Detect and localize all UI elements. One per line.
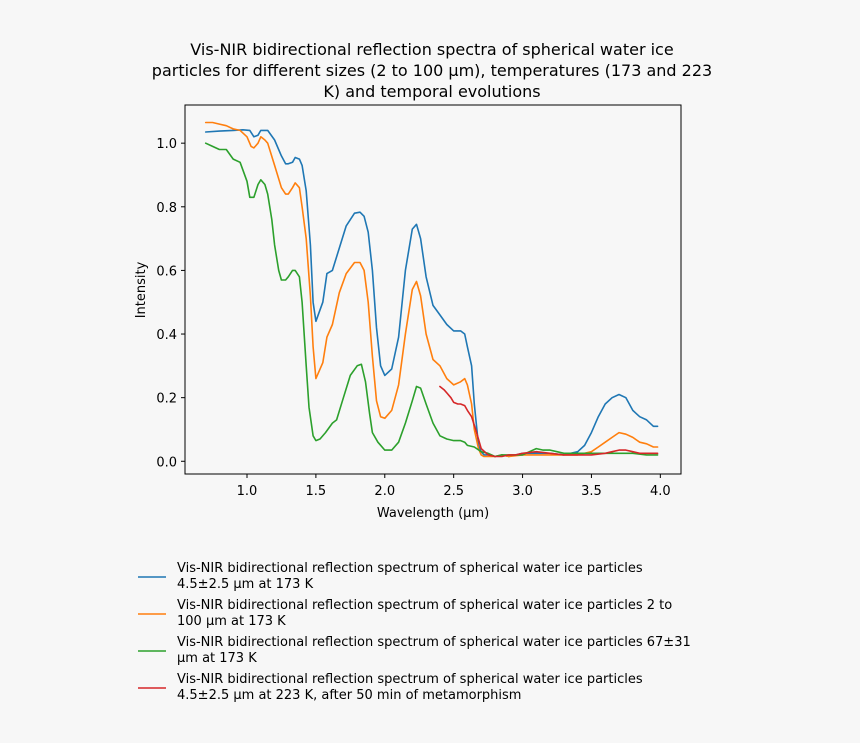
legend-text: Vis-NIR bidirectional reflection spectru… bbox=[177, 672, 643, 687]
plot-frame bbox=[184, 104, 682, 475]
y-tick-label: 0.8 bbox=[156, 201, 177, 216]
chart-title: Vis-NIR bidirectional reflection spectra… bbox=[152, 40, 712, 101]
x-axis-label: Wavelength (μm) bbox=[377, 506, 489, 521]
x-tick-label: 1.5 bbox=[306, 484, 327, 499]
legend-entry-2: Vis-NIR bidirectional reflection spectru… bbox=[138, 598, 672, 629]
legend-text: 4.5±2.5 µm at 223 K, after 50 min of met… bbox=[177, 688, 521, 703]
title-line-3: K) and temporal evolutions bbox=[323, 82, 540, 101]
x-tick-label: 3.5 bbox=[581, 484, 602, 499]
x-tick-label: 1.0 bbox=[237, 484, 258, 499]
legend-text: Vis-NIR bidirectional reflection spectru… bbox=[177, 635, 691, 650]
x-axis-ticks: 1.0 1.5 2.0 2.5 3.0 3.5 4.0 bbox=[237, 474, 671, 499]
legend-text: Vis-NIR bidirectional reflection spectru… bbox=[177, 598, 672, 613]
x-tick-label: 4.0 bbox=[650, 484, 671, 499]
series-line-4 bbox=[439, 385, 659, 458]
legend: Vis-NIR bidirectional reflection spectru… bbox=[138, 561, 691, 703]
y-tick-label: 0.6 bbox=[156, 264, 177, 279]
title-line-1: Vis-NIR bidirectional reflection spectra… bbox=[190, 40, 673, 59]
legend-text: 4.5±2.5 µm at 173 K bbox=[177, 577, 314, 592]
x-tick-label: 3.0 bbox=[512, 484, 533, 499]
title-line-2: particles for different sizes (2 to 100 … bbox=[152, 61, 712, 80]
y-tick-label: 0.0 bbox=[156, 455, 177, 470]
x-tick-label: 2.5 bbox=[443, 484, 464, 499]
y-tick-label: 0.2 bbox=[156, 392, 177, 407]
legend-text: 100 µm at 173 K bbox=[177, 614, 286, 629]
y-tick-label: 1.0 bbox=[156, 137, 177, 152]
x-tick-label: 2.0 bbox=[374, 484, 395, 499]
y-axis-label: Intensity bbox=[134, 261, 149, 318]
legend-text: Vis-NIR bidirectional reflection spectru… bbox=[177, 561, 643, 576]
legend-entry-3: Vis-NIR bidirectional reflection spectru… bbox=[138, 635, 691, 666]
y-axis-ticks: 0.0 0.2 0.4 0.6 0.8 1.0 bbox=[156, 137, 185, 470]
legend-entry-4: Vis-NIR bidirectional reflection spectru… bbox=[138, 672, 643, 703]
series-group bbox=[204, 121, 659, 458]
legend-text: µm at 173 K bbox=[177, 651, 257, 666]
legend-entry-1: Vis-NIR bidirectional reflection spectru… bbox=[138, 561, 643, 592]
y-tick-label: 0.4 bbox=[156, 328, 177, 343]
plot-area bbox=[185, 105, 681, 474]
